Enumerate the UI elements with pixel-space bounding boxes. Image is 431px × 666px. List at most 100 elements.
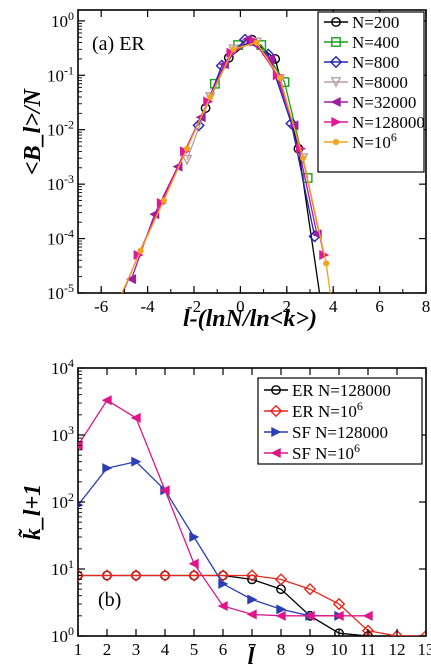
data-point-1 <box>274 573 288 586</box>
y-tick-label: 103 <box>51 423 74 445</box>
data-point-2 <box>102 463 113 474</box>
data-point-1 <box>303 582 317 596</box>
data-point-6 <box>160 197 167 204</box>
data-point-1 <box>78 569 85 582</box>
data-point-3 <box>304 610 315 621</box>
data-point-2 <box>189 532 200 543</box>
chart-b-title: (b) <box>98 589 121 611</box>
series-line-6 <box>121 41 331 293</box>
y-tick-label: 10-4 <box>47 227 74 249</box>
legend-marker <box>331 37 341 47</box>
series-line-2 <box>78 460 339 617</box>
data-point-0 <box>317 303 325 311</box>
chart-a-ylabel: <B_l>/N <box>20 87 46 175</box>
y-tick-label: 10-2 <box>47 118 74 140</box>
legend-label: N=800 <box>352 53 399 72</box>
data-point-1 <box>158 569 172 582</box>
chart-a-legend: N=200N=400N=800N=8000N=32000N=128000N=10… <box>317 11 425 173</box>
x-tick-label: -4 <box>141 297 156 316</box>
chart-a-xlabel: l-(lnN/ln<k>) <box>183 306 317 332</box>
legend-label: N=32000 <box>352 93 416 112</box>
x-tick-label: 2 <box>283 297 292 316</box>
legend-marker <box>270 447 281 459</box>
data-point-2 <box>276 604 287 615</box>
legend-marker <box>269 404 283 418</box>
data-point-1 <box>216 569 230 582</box>
y-tick-label: 100 <box>51 624 74 646</box>
data-point-1 <box>390 629 404 636</box>
y-tick-label: 102 <box>51 490 74 512</box>
x-tick-label: 4 <box>329 297 338 316</box>
data-point-1 <box>332 597 346 611</box>
data-point-6 <box>92 347 97 352</box>
legend-label: SF N=128000 <box>292 423 388 442</box>
legend-label: ER N=128000 <box>292 381 391 400</box>
data-point-3 <box>181 154 193 166</box>
series-line-1 <box>78 574 426 636</box>
legend-marker <box>271 385 281 395</box>
data-point-1 <box>419 629 426 636</box>
x-tick-label: 3 <box>132 640 141 659</box>
data-point-6 <box>335 347 340 352</box>
data-point-4 <box>265 53 276 64</box>
legend-label: N=128000 <box>352 113 425 132</box>
x-tick-label: 12 <box>389 640 406 659</box>
x-tick-label: 13 <box>418 640 431 659</box>
data-point-6 <box>230 46 237 53</box>
legend-marker <box>329 55 343 69</box>
legend-marker <box>330 96 341 108</box>
x-tick-label: -2 <box>187 297 201 316</box>
legend-label: N=400 <box>352 33 399 52</box>
x-tick-label: 11 <box>360 640 376 659</box>
data-point-6 <box>207 93 214 101</box>
x-tick-label: 2 <box>103 640 112 659</box>
x-tick-label: 10 <box>331 640 348 659</box>
data-point-1 <box>245 569 259 582</box>
legend-label: N=8000 <box>352 73 408 92</box>
legend-label: N=200 <box>352 13 399 32</box>
x-tick-label: 8 <box>422 297 431 316</box>
data-point-5 <box>111 308 119 316</box>
legend-marker <box>331 116 342 128</box>
legend-label: SF N=106 <box>292 441 360 463</box>
x-tick-label: 5 <box>190 640 199 659</box>
legend-label: ER N=106 <box>292 399 363 421</box>
data-point-1 <box>100 569 114 582</box>
y-tick-label: 101 <box>51 557 74 579</box>
legend-label: N=106 <box>352 130 397 152</box>
legend-marker <box>331 17 341 27</box>
data-point-6 <box>137 247 144 254</box>
data-point-3 <box>246 609 257 620</box>
y-tick-label: 10-3 <box>47 172 74 194</box>
legend-box <box>257 377 423 465</box>
data-point-4 <box>126 274 137 285</box>
data-point-1 <box>187 569 201 582</box>
x-tick-label: 7 <box>248 640 257 659</box>
x-tick-label: 4 <box>161 640 170 659</box>
data-point-3 <box>159 485 170 496</box>
data-point-3 <box>130 412 141 423</box>
x-tick-label: -6 <box>94 297 108 316</box>
data-point-6 <box>253 39 260 46</box>
data-point-6 <box>183 145 191 152</box>
data-point-3 <box>362 610 373 621</box>
y-tick-label: 100 <box>51 9 74 31</box>
data-point-3 <box>275 610 286 621</box>
legend-marker <box>271 426 282 438</box>
x-tick-label: 6 <box>375 297 384 316</box>
data-point-2 <box>285 117 298 130</box>
chart-b-xlabel: l <box>248 644 255 666</box>
x-tick-label: 1 <box>74 640 83 659</box>
x-tick-label: 8 <box>277 640 286 659</box>
data-point-3 <box>101 395 112 406</box>
legend-marker <box>332 138 340 146</box>
data-point-3 <box>333 610 344 621</box>
series-line-4 <box>130 38 318 280</box>
chart-a: -6 -4 -2 0 2 4 6 8 10-5 10-4 10-3 10-2 10-1 100 (a) E… <box>20 9 431 352</box>
data-point-2 <box>131 456 142 467</box>
x-tick-label: 6 <box>219 640 228 659</box>
data-point-6 <box>299 155 307 162</box>
data-point-2 <box>247 594 258 605</box>
data-point-6 <box>115 301 120 306</box>
